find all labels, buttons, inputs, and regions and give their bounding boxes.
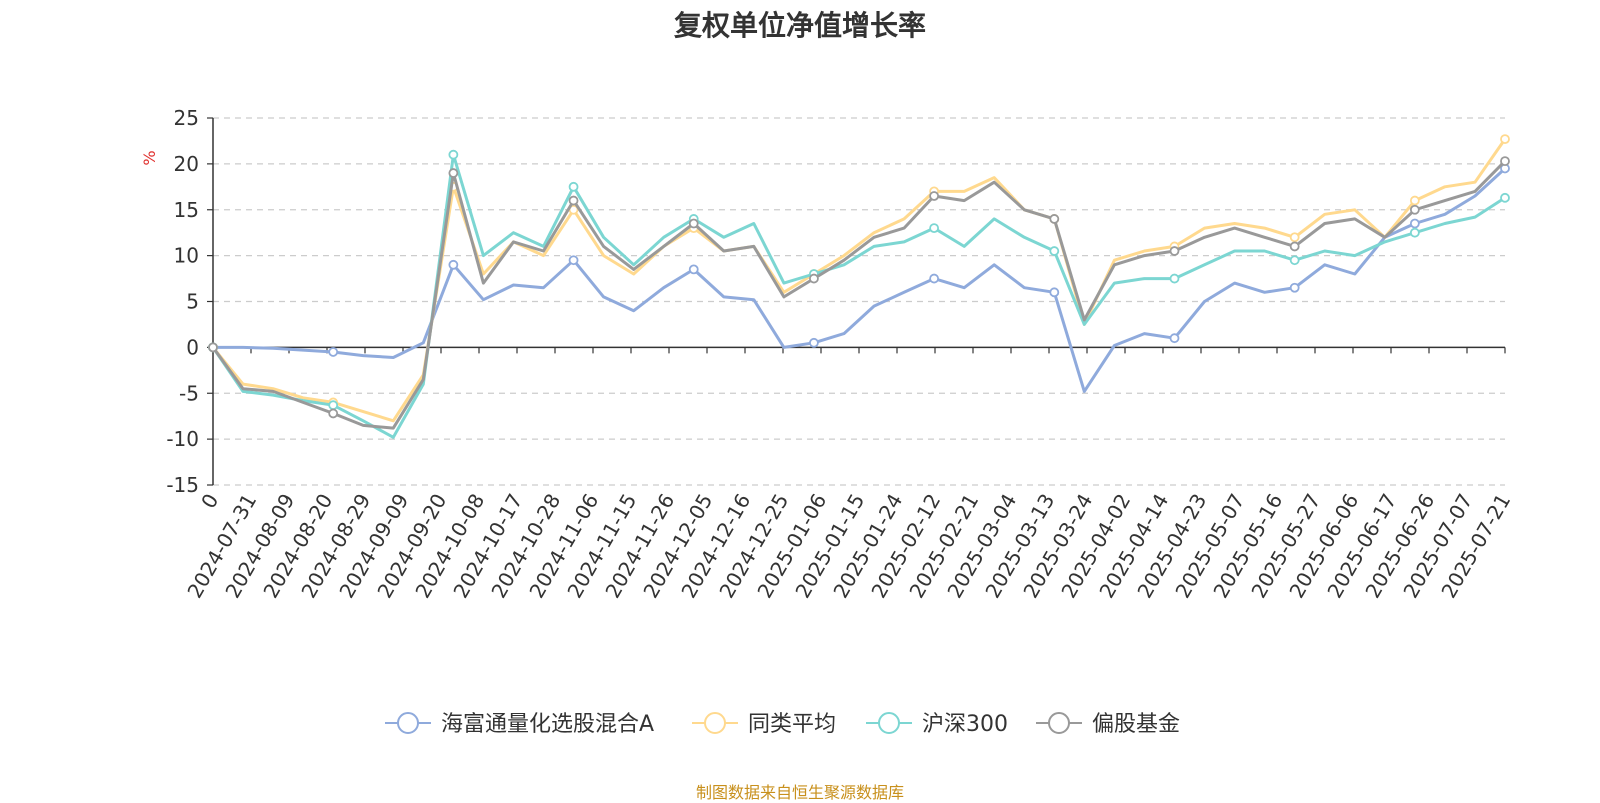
data-point (1169, 246, 1180, 256)
y-tick-label: -5 (179, 381, 199, 405)
legend-marker-icon (397, 712, 419, 734)
legend[interactable]: 海富通量化选股混合A 同类平均 沪深300 偏股基金 (385, 712, 1180, 737)
data-source-note: 制图数据来自恒生聚源数据库 (695, 783, 904, 802)
y-tick-label: 20 (174, 152, 199, 176)
y-tick-label: 25 (174, 106, 199, 130)
series-line (211, 153, 1506, 439)
legend-label: 沪深300 (922, 712, 1008, 737)
legend-marker-icon (1048, 712, 1070, 734)
y-tick-label: 5 (186, 290, 199, 314)
legend-item[interactable]: 沪深300 (866, 712, 1008, 737)
data-point (688, 264, 699, 275)
series-lines (208, 134, 1510, 439)
y-tick-label: 0 (186, 335, 199, 359)
data-point (1409, 227, 1420, 238)
legend-label: 同类平均 (748, 712, 836, 737)
data-point (1500, 192, 1510, 203)
data-point (448, 259, 459, 270)
data-point (1409, 218, 1420, 229)
x-axis: 02024-07-312024-08-092024-08-202024-08-2… (182, 346, 1515, 602)
data-point (1049, 246, 1060, 256)
data-point (568, 255, 579, 266)
y-tick-label: 15 (174, 198, 199, 222)
x-tick-label: 0 (196, 490, 223, 513)
y-axis-unit: % (140, 150, 159, 165)
data-point (688, 218, 699, 229)
data-point (568, 181, 579, 192)
data-point (1289, 282, 1300, 293)
data-point (929, 191, 940, 201)
data-point (328, 400, 339, 411)
data-point (1289, 241, 1300, 252)
y-tick-label: -10 (166, 427, 199, 451)
data-point (208, 342, 218, 353)
data-point (1409, 204, 1420, 215)
legend-item[interactable]: 海富通量化选股混合A (385, 712, 654, 737)
data-point (1289, 255, 1300, 266)
data-point (1049, 214, 1060, 224)
data-point (929, 273, 940, 284)
data-point (328, 408, 339, 419)
legend-item[interactable]: 偏股基金 (1036, 712, 1180, 737)
legend-marker-icon (704, 712, 726, 734)
data-point (1049, 287, 1060, 298)
data-point (929, 223, 940, 234)
grid-lines (213, 117, 1505, 486)
legend-marker-icon (878, 712, 900, 734)
series-line (213, 167, 1507, 393)
data-point (1409, 195, 1420, 206)
y-tick-label: 10 (174, 244, 199, 268)
data-point (448, 149, 459, 160)
legend-label: 偏股基金 (1092, 712, 1180, 737)
legend-item[interactable]: 同类平均 (692, 712, 836, 737)
y-tick-label: -15 (166, 473, 199, 497)
data-point (1500, 156, 1510, 167)
data-point (1289, 232, 1300, 243)
data-point (448, 168, 459, 178)
data-point (1169, 333, 1180, 344)
data-point (1500, 134, 1510, 145)
legend-label: 海富通量化选股混合A (441, 712, 654, 737)
data-point (1169, 273, 1180, 284)
series-line (211, 160, 1507, 430)
data-point (809, 337, 819, 348)
data-point (809, 273, 819, 284)
y-axis: 25 20 15 10 5 0 -5 -10 -15 (166, 106, 214, 497)
chart-title: 复权单位净值增长率 (673, 9, 926, 42)
data-point (328, 347, 339, 357)
series-line (211, 138, 1507, 423)
data-point (568, 195, 579, 206)
